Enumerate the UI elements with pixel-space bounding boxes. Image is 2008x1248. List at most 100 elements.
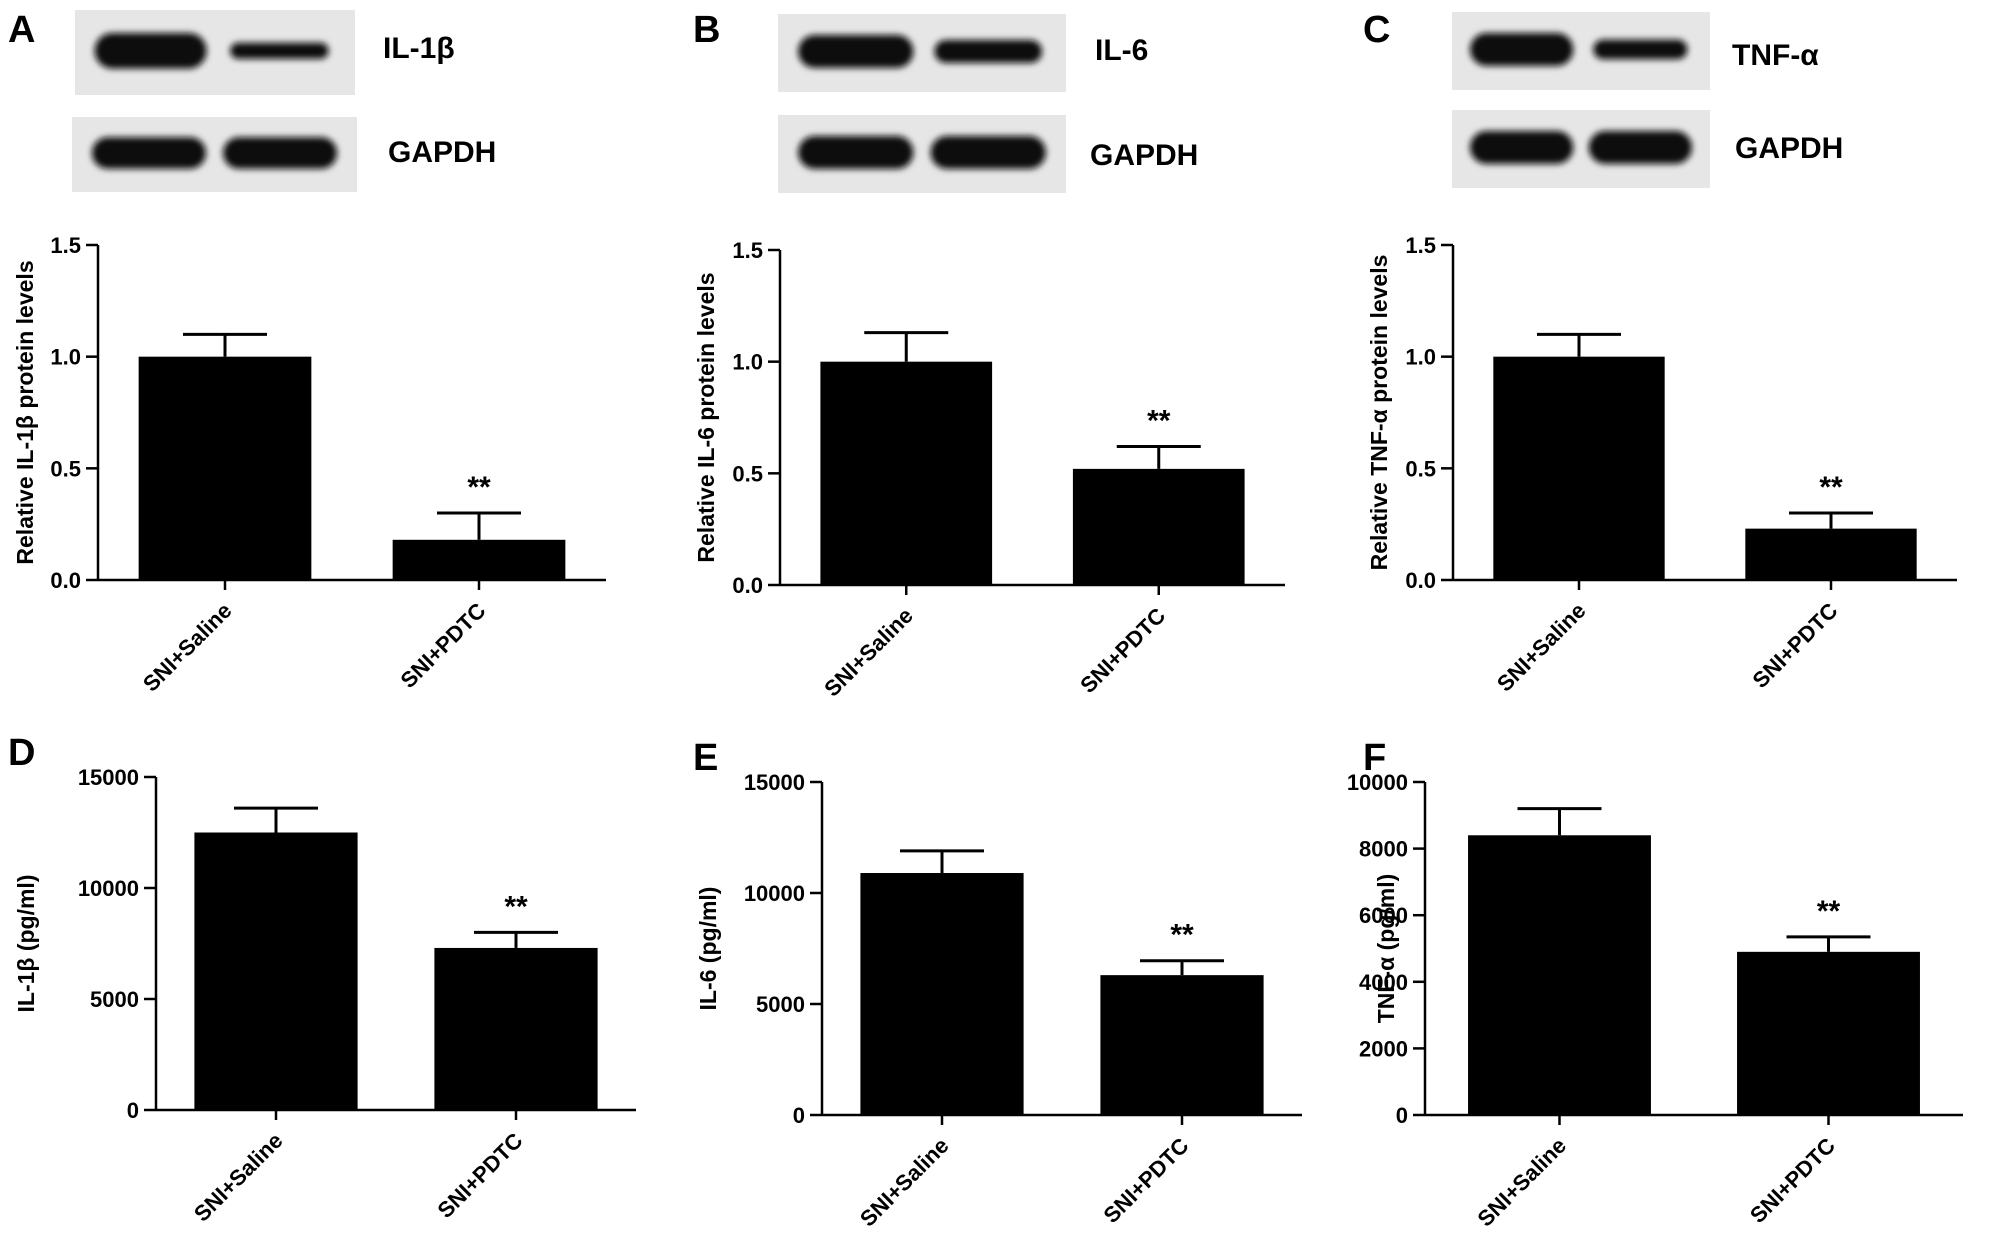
panel-letter: B (693, 9, 720, 51)
bar (820, 361, 993, 585)
panel-letter: D (8, 732, 35, 774)
blot-target-label: IL-6 (1095, 34, 1148, 67)
y-tick-label: 0 (127, 1098, 139, 1123)
panel-letter: C (1363, 9, 1390, 51)
blot-band (798, 35, 914, 68)
blot-band (930, 136, 1046, 169)
blot-band (223, 137, 338, 169)
y-tick-label: 0.5 (1405, 456, 1436, 481)
bar (1072, 468, 1245, 585)
y-tick-label: 0.5 (732, 461, 763, 486)
y-axis-label: Relative IL-6 protein levels (693, 272, 719, 562)
x-tick-label: SNI+Saline (819, 603, 918, 702)
y-tick-label: 1.5 (1405, 233, 1436, 258)
y-axis-label: IL-6 (pg/ml) (695, 887, 721, 1011)
y-tick-label: 1.0 (1405, 345, 1436, 370)
x-tick-label: SNI+Saline (1473, 1133, 1572, 1232)
bar (1745, 528, 1917, 580)
y-tick-label: 0.0 (1405, 568, 1436, 593)
blot-strip-loading-control (72, 117, 357, 192)
x-tick-label: SNI+PDTC (1747, 598, 1842, 693)
y-axis-label: IL-1β (pg/ml) (13, 875, 39, 1013)
chart-panel-e: E 0 5000 10000 15000 IL-6 (pg/ml) SNI+Saline **… (693, 737, 1302, 1231)
y-tick-label: 10000 (78, 876, 139, 901)
bar (860, 873, 1024, 1115)
panel-letter: E (693, 737, 718, 779)
significance-marker: ** (1817, 895, 1841, 928)
bar (1100, 975, 1264, 1115)
chart-panel-b: B 0.0 0.5 1.0 1.5 Relative IL-6 protein level… (693, 9, 1285, 701)
chart-panel-f: F 0 2000 4000 6000 8000 10000 TNF-α (pg/ml) SNI+… (1347, 737, 1963, 1231)
blot-band (1593, 39, 1688, 60)
y-tick-label: 10000 (1347, 770, 1408, 795)
blot-loading-label: GAPDH (1735, 132, 1843, 165)
blot-band (934, 39, 1043, 63)
y-tick-label: 1.5 (50, 233, 81, 258)
significance-marker: ** (467, 471, 491, 504)
significance-marker: ** (1170, 919, 1194, 952)
y-tick-label: 10000 (744, 881, 805, 906)
x-tick-label: SNI+Saline (1492, 598, 1591, 697)
significance-marker: ** (504, 890, 528, 923)
bar (194, 832, 358, 1110)
y-tick-label: 0.0 (50, 568, 81, 593)
significance-marker: ** (1147, 405, 1171, 438)
blot-band (1470, 131, 1574, 164)
blot-strip-target (1452, 12, 1710, 90)
y-tick-label: 0.0 (732, 573, 763, 598)
x-tick-label: SNI+PDTC (1745, 1133, 1840, 1228)
bar (392, 539, 566, 580)
x-tick-label: SNI+PDTC (432, 1128, 527, 1223)
y-tick-label: 0 (1396, 1103, 1408, 1128)
bar (138, 356, 312, 580)
y-tick-label: 2000 (1359, 1036, 1408, 1061)
y-tick-label: 1.0 (732, 350, 763, 375)
bar (434, 947, 598, 1110)
blot-loading-label: GAPDH (388, 136, 496, 169)
y-tick-label: 6000 (1359, 903, 1408, 928)
y-tick-label: 1.5 (732, 238, 763, 263)
blot-strip-loading-control (1452, 110, 1710, 188)
blot-strip-target (75, 10, 355, 95)
chart-panel-a: A 0.0 0.5 1.0 1.5 Relative IL-1β protein leve… (8, 9, 606, 696)
x-tick-label: SNI+Saline (855, 1133, 954, 1232)
chart-panel-d: D 0 5000 10000 15000 IL-1β (pg/ml) SNI+Saline *… (8, 732, 636, 1226)
blot-band (1470, 33, 1574, 66)
y-tick-label: 4000 (1359, 970, 1408, 995)
y-tick-label: 0.5 (50, 456, 81, 481)
panel-letter: A (8, 9, 35, 51)
y-tick-label: 5000 (90, 987, 139, 1012)
x-tick-label: SNI+PDTC (1098, 1133, 1193, 1228)
bar (1468, 835, 1651, 1115)
blot-band (798, 136, 914, 169)
y-tick-label: 15000 (744, 770, 805, 795)
y-axis-label: Relative IL-1β protein levels (12, 260, 38, 564)
bar (1737, 951, 1920, 1115)
x-tick-label: SNI+PDTC (395, 598, 490, 693)
blot-band (1588, 131, 1692, 164)
y-tick-label: 8000 (1359, 837, 1408, 862)
panel-letter: F (1363, 737, 1386, 779)
x-tick-label: SNI+PDTC (1075, 603, 1170, 698)
blot-band (94, 32, 207, 69)
y-axis-label: TNF-α (pg/ml) (1373, 874, 1399, 1024)
y-tick-label: 1.0 (50, 345, 81, 370)
western-blot-panels: IL-1β GAPDH IL-6 GAPDH TNF-α GAPDH (72, 10, 1843, 193)
blot-band (230, 42, 329, 59)
blot-strip-target (778, 14, 1066, 92)
y-tick-label: 0 (793, 1103, 805, 1128)
x-tick-label: SNI+Saline (189, 1128, 288, 1227)
blot-strip-loading-control (778, 115, 1066, 193)
significance-marker: ** (1819, 471, 1843, 504)
blot-loading-label: GAPDH (1090, 139, 1198, 172)
y-tick-label: 5000 (756, 992, 805, 1017)
blot-band (91, 137, 206, 169)
blot-target-label: IL-1β (383, 32, 455, 65)
x-tick-label: SNI+Saline (138, 598, 237, 697)
bar (1493, 356, 1665, 580)
y-axis-label: Relative TNF-α protein levels (1366, 255, 1392, 571)
y-tick-label: 15000 (78, 765, 139, 790)
blot-target-label: TNF-α (1732, 39, 1819, 72)
